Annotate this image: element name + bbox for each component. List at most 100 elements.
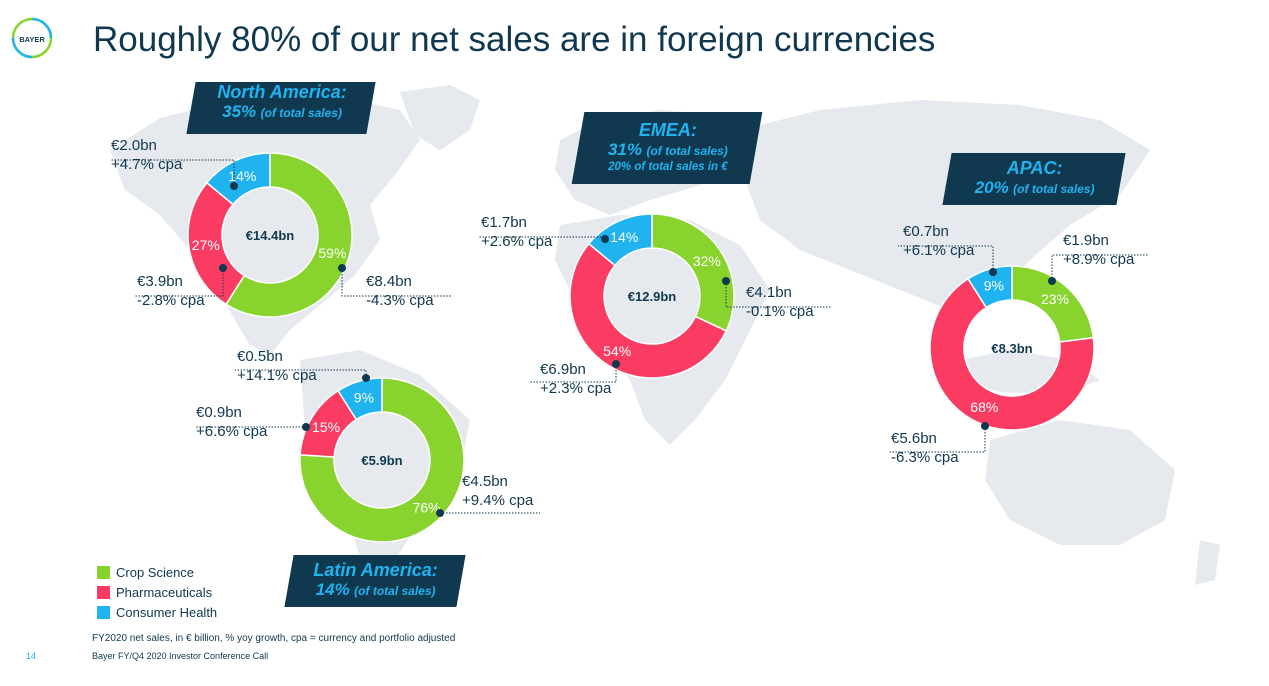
annotation-amount: €2.0bn bbox=[111, 137, 157, 154]
region-share-note: (of total sales) bbox=[1013, 182, 1095, 196]
region-share-note: (of total sales) bbox=[260, 106, 342, 120]
connector-dot bbox=[230, 182, 238, 190]
connector-dot bbox=[612, 360, 620, 368]
connector-dot bbox=[722, 277, 730, 285]
legend-label: Crop Science bbox=[116, 564, 195, 580]
slice-percent-label: 9% bbox=[354, 390, 374, 406]
region-box-north-america: North America: 35% (of total sales) bbox=[186, 82, 376, 134]
connector-dot bbox=[338, 264, 346, 272]
region-name: North America: bbox=[217, 82, 347, 102]
legend-swatch bbox=[97, 565, 110, 579]
connector-dot bbox=[1048, 277, 1056, 285]
slice-percent-label: 32% bbox=[693, 253, 721, 269]
slice-crop-science bbox=[651, 213, 735, 332]
donut-total-label: €8.3bn bbox=[991, 341, 1032, 356]
annotation-growth: +2.6% cpa bbox=[481, 233, 553, 250]
annotation-amount: €4.5bn bbox=[462, 473, 508, 490]
slice-percent-label: 14% bbox=[228, 168, 256, 184]
legend-swatch bbox=[97, 585, 110, 599]
connector-dot bbox=[362, 374, 370, 382]
region-name: APAC: bbox=[1006, 158, 1063, 178]
slice-percent-label: 27% bbox=[192, 237, 220, 253]
connector-dot bbox=[981, 422, 989, 430]
map-greenland bbox=[400, 85, 480, 150]
region-share: 14% bbox=[315, 580, 350, 599]
connector-dot bbox=[219, 264, 227, 272]
connector-dot bbox=[436, 509, 444, 517]
annotation-amount: €8.4bn bbox=[366, 273, 412, 290]
donut-total-label: €5.9bn bbox=[361, 453, 402, 468]
region-box-latin-america: Latin America: 14% (of total sales) bbox=[284, 555, 466, 607]
annotation-amount: €1.9bn bbox=[1063, 232, 1109, 249]
region-share-note: (of total sales) bbox=[646, 144, 728, 158]
logo-text: BAYER bbox=[19, 35, 45, 44]
annotation-amount: €6.9bn bbox=[540, 361, 586, 378]
slice-crop-science bbox=[225, 152, 353, 318]
donut-total-label: €14.4bn bbox=[246, 228, 294, 243]
region-name: Latin America: bbox=[313, 560, 438, 580]
slice-consumer-health bbox=[337, 377, 383, 421]
region-share: 20% bbox=[974, 178, 1009, 197]
legend-item-pharmaceuticals: Pharmaceuticals bbox=[97, 582, 217, 602]
footer-text: Bayer FY/Q4 2020 Investor Conference Cal… bbox=[92, 651, 269, 661]
slice-pharmaceuticals bbox=[929, 277, 1095, 431]
legend-swatch bbox=[97, 605, 110, 619]
donut-total-label: €12.9bn bbox=[628, 289, 676, 304]
connector-line bbox=[530, 364, 617, 383]
region-box-emea: EMEA: 31% (of total sales) 20% of total … bbox=[571, 112, 763, 184]
annotation-growth: +2.3% cpa bbox=[540, 380, 612, 397]
footnote: FY2020 net sales, in € billion, % yoy gr… bbox=[92, 633, 456, 644]
map-asia bbox=[740, 100, 1150, 310]
region-share: 31% bbox=[607, 140, 642, 159]
annotation-growth: +8.9% cpa bbox=[1063, 251, 1135, 268]
annotation-amount: €0.9bn bbox=[196, 404, 242, 421]
donut-north-america: 59% 27% 14% €14.4bn €8.4bn -4.3% cpa €3.9bn -2.… bbox=[110, 137, 452, 318]
connector-line bbox=[341, 268, 452, 297]
annotation-growth: -0.1% cpa bbox=[746, 303, 814, 320]
annotation-amount: €3.9bn bbox=[137, 273, 183, 290]
slice-consumer-health bbox=[967, 265, 1013, 309]
legend-item-consumer-health: Consumer Health bbox=[97, 602, 217, 622]
annotation-growth: +4.7% cpa bbox=[111, 156, 183, 173]
annotation-growth: -6.3% cpa bbox=[891, 449, 959, 466]
slice-percent-label: 23% bbox=[1041, 291, 1069, 307]
page-title: Roughly 80% of our net sales are in fore… bbox=[93, 20, 936, 59]
annotation-amount: €0.5bn bbox=[237, 348, 283, 365]
annotation-growth: +6.1% cpa bbox=[903, 242, 975, 259]
map-new-zealand bbox=[1195, 540, 1220, 585]
slice-percent-label: 59% bbox=[318, 245, 346, 261]
region-share-note: (of total sales) bbox=[354, 584, 436, 598]
donut-latin-america: 76% 15% 9% €5.9bn €4.5bn +9.4% cpa €0.9bn +6.6%… bbox=[195, 348, 540, 543]
bayer-logo: BAYER bbox=[11, 17, 53, 59]
annotation-growth: -4.3% cpa bbox=[366, 292, 434, 309]
connector-line bbox=[725, 281, 832, 308]
connector-line bbox=[888, 426, 986, 453]
annotation-growth: +6.6% cpa bbox=[196, 423, 268, 440]
connector-dot bbox=[601, 235, 609, 243]
slice-consumer-health bbox=[587, 213, 653, 267]
slice-percent-label: 76% bbox=[412, 499, 440, 515]
annotation-amount: €0.7bn bbox=[903, 223, 949, 240]
annotation-growth: -2.8% cpa bbox=[137, 292, 205, 309]
connector-line bbox=[135, 268, 224, 297]
legend-label: Pharmaceuticals bbox=[116, 584, 213, 600]
annotation-amount: €5.6bn bbox=[891, 430, 937, 447]
region-box-apac: APAC: 20% (of total sales) bbox=[942, 153, 1126, 205]
slice-consumer-health bbox=[205, 152, 271, 206]
slice-percent-label: 15% bbox=[312, 419, 340, 435]
slice-percent-label: 54% bbox=[603, 343, 631, 359]
slice-percent-label: 14% bbox=[610, 229, 638, 245]
slice-crop-science bbox=[299, 377, 465, 543]
region-extra-note: 20% of total sales in € bbox=[608, 161, 728, 173]
legend: Crop Science Pharmaceuticals Consumer He… bbox=[97, 562, 217, 622]
page-number: 14 bbox=[26, 651, 37, 661]
slice-percent-label: 9% bbox=[984, 278, 1004, 294]
annotation-growth: +14.1% cpa bbox=[237, 367, 317, 384]
connector-dot bbox=[302, 423, 310, 431]
donut-emea: 32% 54% 14% €12.9bn €4.1bn -0.1% cpa €6.9bn +2.… bbox=[478, 213, 832, 397]
legend-item-crop-science: Crop Science bbox=[97, 562, 217, 582]
region-name: EMEA: bbox=[638, 120, 697, 140]
legend-label: Consumer Health bbox=[116, 604, 218, 620]
slice-percent-label: 68% bbox=[970, 399, 998, 415]
